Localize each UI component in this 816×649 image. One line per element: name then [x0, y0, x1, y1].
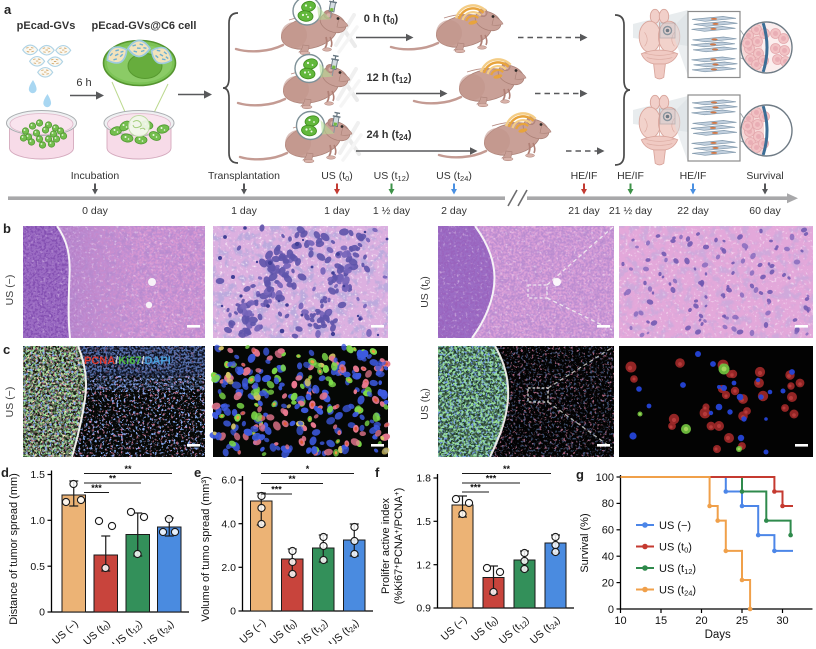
svg-text:**: **: [288, 474, 296, 484]
svg-text:Survival: Survival: [746, 170, 783, 182]
svg-text:0.5: 0.5: [30, 561, 45, 573]
svg-text:100: 100: [596, 472, 614, 484]
svg-text:US (t24): US (t24): [327, 617, 362, 644]
svg-text:US (t0): US (t0): [321, 170, 353, 183]
svg-text:21 ½ day: 21 ½ day: [609, 205, 653, 217]
svg-text:21 day: 21 day: [568, 205, 600, 217]
svg-text:0.9: 0.9: [416, 603, 431, 615]
svg-text:b: b: [3, 221, 11, 236]
svg-text:60 day: 60 day: [749, 205, 781, 217]
svg-text:US (t12): US (t12): [659, 563, 696, 576]
svg-text:US (t24): US (t24): [659, 585, 696, 598]
svg-text:20: 20: [602, 577, 614, 589]
svg-text:1 day: 1 day: [324, 205, 350, 217]
svg-text:1.2: 1.2: [416, 559, 431, 571]
svg-text:US (−): US (−): [237, 617, 268, 644]
svg-text:US (t12): US (t12): [110, 618, 145, 644]
svg-text:(%Ki67+PCNA+/PCNA+): (%Ki67+PCNA+/PCNA+): [392, 488, 405, 605]
svg-text:1 day: 1 day: [231, 205, 257, 217]
svg-text:Incubation: Incubation: [71, 170, 120, 182]
svg-text:US (t24): US (t24): [142, 618, 177, 644]
svg-text:1.8: 1.8: [416, 473, 431, 485]
svg-text:US (t0): US (t0): [469, 614, 501, 644]
svg-text:1.5: 1.5: [30, 469, 45, 481]
svg-text:2.0: 2.0: [221, 562, 236, 574]
svg-text:0 day: 0 day: [82, 205, 108, 217]
svg-text:1 ½ day: 1 ½ day: [373, 205, 411, 217]
svg-text:Prolifer active index: Prolifer active index: [380, 498, 392, 594]
svg-text:Transplantation: Transplantation: [208, 170, 280, 182]
svg-text:4.0: 4.0: [221, 518, 236, 530]
svg-text:US (−): US (−): [659, 520, 691, 532]
svg-text:12 h (t12): 12 h (t12): [367, 72, 412, 85]
svg-text:Volume of tumo spread (mm³): Volume of tumo spread (mm³): [200, 476, 212, 622]
svg-text:***: ***: [91, 483, 102, 493]
svg-text:***: ***: [470, 483, 481, 493]
svg-text:US (−): US (−): [4, 387, 16, 418]
svg-text:US (t0): US (t0): [81, 618, 113, 644]
svg-text:US (−): US (−): [4, 275, 16, 306]
svg-text:0: 0: [608, 604, 614, 616]
svg-text:US (t24): US (t24): [436, 170, 472, 183]
svg-text:PCNA/Ki67/DAPI: PCNA/Ki67/DAPI: [84, 355, 171, 367]
svg-text:6 h: 6 h: [76, 77, 91, 89]
svg-text:25: 25: [736, 615, 748, 627]
svg-text:g: g: [576, 467, 584, 482]
svg-text:US (t12): US (t12): [497, 614, 532, 644]
svg-text:10: 10: [614, 615, 626, 627]
svg-text:pEcad-GVs@C6 cell: pEcad-GVs@C6 cell: [92, 20, 197, 32]
svg-text:HE/IF: HE/IF: [617, 170, 644, 182]
svg-text:HE/IF: HE/IF: [571, 170, 598, 182]
svg-text:60: 60: [602, 525, 614, 537]
svg-text:d: d: [1, 465, 9, 480]
svg-text:0 h (t0): 0 h (t0): [364, 13, 399, 26]
svg-text:US (−): US (−): [50, 618, 81, 644]
svg-text:40: 40: [602, 551, 614, 563]
svg-text:***: ***: [486, 474, 497, 484]
svg-text:f: f: [375, 465, 380, 480]
svg-text:Days: Days: [705, 629, 731, 641]
svg-text:US (t12): US (t12): [374, 170, 410, 183]
svg-text:2 day: 2 day: [441, 205, 467, 217]
svg-text:US (t0): US (t0): [419, 388, 432, 420]
svg-text:**: **: [503, 464, 511, 474]
svg-text:6.0: 6.0: [221, 475, 236, 487]
svg-text:pEcad-GVs: pEcad-GVs: [17, 20, 76, 32]
svg-text:Survival (%): Survival (%): [579, 513, 591, 572]
svg-text:e: e: [194, 465, 201, 480]
svg-text:US (−): US (−): [439, 614, 470, 643]
svg-text:1.0: 1.0: [30, 515, 45, 527]
svg-text:1.5: 1.5: [416, 516, 431, 528]
svg-text:US (t24): US (t24): [528, 614, 563, 644]
svg-text:**: **: [124, 464, 132, 474]
svg-text:0: 0: [39, 607, 45, 619]
svg-text:30: 30: [776, 615, 788, 627]
svg-text:80: 80: [602, 498, 614, 510]
svg-text:a: a: [4, 2, 12, 17]
svg-text:HE/IF: HE/IF: [680, 170, 707, 182]
svg-text:US (t0): US (t0): [419, 276, 432, 308]
svg-text:24 h (t24): 24 h (t24): [367, 129, 412, 142]
svg-text:15: 15: [655, 615, 667, 627]
svg-text:*: *: [306, 464, 310, 474]
svg-text:22 day: 22 day: [677, 205, 709, 217]
svg-text:c: c: [3, 342, 10, 357]
svg-text:**: **: [109, 474, 117, 484]
svg-text:Distance of tumor spread (mm): Distance of tumor spread (mm): [8, 473, 20, 625]
svg-text:US (t12): US (t12): [296, 617, 331, 644]
svg-text:20: 20: [695, 615, 707, 627]
svg-text:US (t0): US (t0): [659, 542, 692, 555]
svg-text:***: ***: [271, 485, 282, 495]
svg-text:0: 0: [230, 606, 236, 618]
